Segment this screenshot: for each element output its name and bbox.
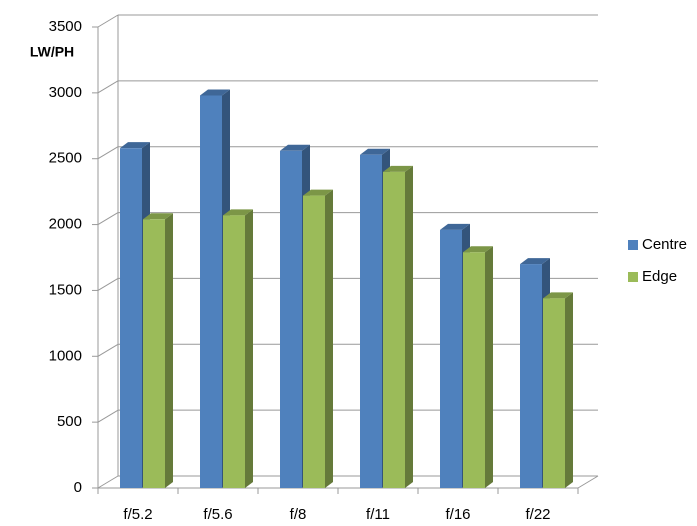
bar-top [120,142,150,149]
bar [520,264,542,488]
x-tick-label: f/5.6 [203,506,232,523]
bar-top [143,213,173,220]
y-tick-label: 2000 [49,216,82,233]
grid-line [97,80,119,94]
bar-top [280,144,310,151]
bar-side [485,246,493,488]
bar-side [325,189,333,488]
grid-line [97,212,119,226]
legend-label: Centre [642,236,687,253]
bar-top [303,189,333,196]
bar-side [565,292,573,488]
x-tick-label: f/5.2 [123,506,152,523]
grid-line [97,409,119,423]
bar [223,215,245,488]
grid-line [97,343,119,357]
bar-top [383,165,413,172]
bar [383,171,405,488]
x-tick-label: f/22 [525,506,550,523]
y-axis-title: LW/PH [30,44,74,60]
y-tick-label: 2500 [49,150,82,167]
bar-top [360,148,390,155]
x-tick-label: f/11 [366,506,390,523]
bar-top [520,258,550,265]
bar [120,148,142,489]
x-tick-label: f/8 [290,506,307,523]
legend-swatch [628,240,638,250]
x-tick-label: f/16 [445,506,470,523]
bar [543,298,565,488]
floor-right [577,475,599,489]
bar-top [223,209,253,216]
bar [463,252,485,488]
bar-side [245,209,253,488]
y-tick-label: 500 [57,413,82,430]
legend-label: Edge [642,268,677,285]
y-tick-label: 3500 [49,18,82,35]
bar [360,154,382,488]
bar-top [440,223,470,230]
bar-top [200,89,230,96]
bar [143,219,165,488]
grid-line [97,146,119,160]
bar-side [165,213,173,488]
bar [303,195,325,488]
y-tick-label: 0 [74,479,82,496]
legend-swatch [628,272,638,282]
y-tick-label: 1000 [49,347,82,364]
y-tick-label: 3000 [49,84,82,101]
bar-side [405,165,413,488]
bar-top [543,292,573,299]
grid-line [97,475,119,489]
grid-line [97,277,119,291]
bar [280,150,302,488]
bar [200,95,222,489]
grid-line [97,14,119,28]
bar-top [463,246,493,253]
bar [440,229,462,488]
y-tick-label: 1500 [49,281,82,298]
